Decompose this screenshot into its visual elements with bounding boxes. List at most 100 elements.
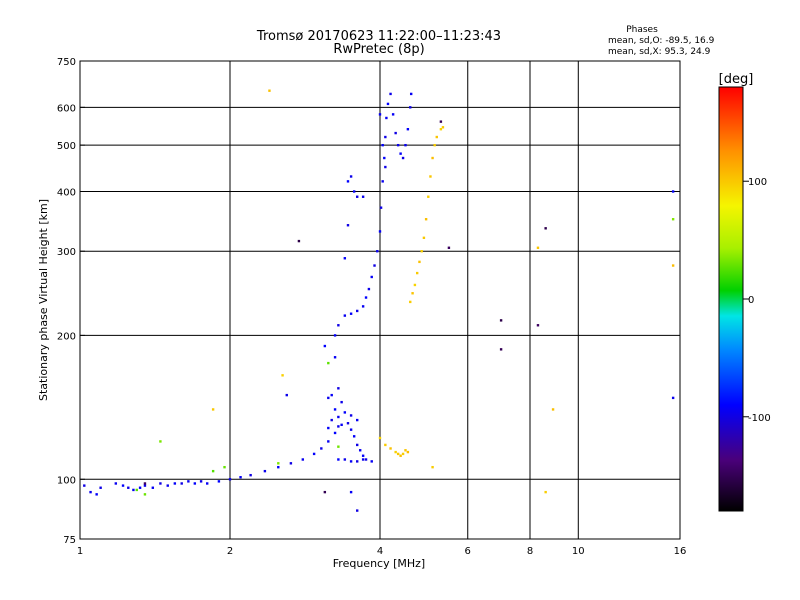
echo-point xyxy=(433,143,436,147)
echo-point xyxy=(439,120,443,123)
echo-point xyxy=(544,227,547,230)
echo-point xyxy=(406,450,410,454)
echo-point xyxy=(343,257,347,260)
x-tick-label: 4 xyxy=(377,546,383,557)
echo-point xyxy=(370,275,373,279)
echo-point xyxy=(671,396,675,400)
echo-point xyxy=(671,190,675,193)
echo-point xyxy=(199,480,203,483)
echo-point xyxy=(340,423,343,427)
echo-point xyxy=(217,480,221,483)
y-tick-label: 100 xyxy=(57,475,76,486)
echo-point xyxy=(349,460,353,463)
echo-point xyxy=(297,239,301,243)
echo-point xyxy=(373,264,376,267)
y-tick-label: 600 xyxy=(57,103,76,114)
echo-point xyxy=(333,356,337,359)
echo-point xyxy=(536,246,540,249)
echo-point xyxy=(337,324,340,327)
stats-o-mode: mean, sd,O: -89.5, 16.9 xyxy=(608,36,715,46)
echo-point xyxy=(277,465,280,469)
x-tick-label: 10 xyxy=(572,546,585,557)
echo-point xyxy=(205,482,209,485)
echo-point xyxy=(132,488,135,492)
echo-point xyxy=(346,180,350,183)
echo-point xyxy=(361,195,365,198)
colorbar xyxy=(718,86,744,512)
colorbar-ticks: 100 0 -100 xyxy=(743,177,771,424)
echo-point xyxy=(671,264,675,267)
echo-point xyxy=(409,300,412,304)
echo-point xyxy=(337,445,340,448)
echo-point xyxy=(323,344,327,348)
echo-point xyxy=(399,454,402,457)
echo-point xyxy=(285,393,288,397)
echo-point xyxy=(268,89,271,92)
echo-point xyxy=(263,469,267,473)
echo-point xyxy=(439,127,443,131)
echo-point xyxy=(551,408,555,411)
echo-point xyxy=(95,493,98,496)
echo-point xyxy=(228,478,232,481)
echo-point xyxy=(404,449,407,452)
echo-point xyxy=(301,458,305,461)
colorbar-tick-label: -100 xyxy=(748,413,771,424)
echo-point xyxy=(378,436,382,440)
echo-point xyxy=(544,490,547,494)
x-tick-label: 2 xyxy=(227,546,233,557)
echo-point xyxy=(441,126,445,129)
echo-point xyxy=(349,428,353,431)
echo-point xyxy=(333,431,337,435)
echo-point xyxy=(121,484,125,487)
x-tick-label: 6 xyxy=(465,546,471,557)
echo-point xyxy=(143,482,147,485)
echo-point xyxy=(361,305,365,308)
echo-point xyxy=(89,490,92,494)
echo-point xyxy=(361,454,365,457)
echo-point xyxy=(396,143,400,147)
echo-point xyxy=(249,473,252,477)
echo-point xyxy=(346,422,350,425)
y-tick-label: 750 xyxy=(57,57,76,68)
colorbar-label: [deg] xyxy=(719,72,754,87)
echo-point xyxy=(499,319,503,322)
echo-point xyxy=(422,236,426,240)
echo-point xyxy=(337,387,340,390)
echo-point xyxy=(384,165,387,169)
echo-point xyxy=(355,195,359,198)
chart-title-line1: Tromsø 20170623 11:22:00–11:23:43 xyxy=(256,29,501,44)
echo-point xyxy=(499,348,503,351)
echo-point xyxy=(396,452,400,456)
echo-point xyxy=(114,482,118,485)
echo-point xyxy=(406,127,410,131)
echo-point xyxy=(223,465,226,469)
echo-point xyxy=(323,490,327,494)
x-axis: 1 2 4 6 8 10 16 xyxy=(77,546,687,557)
echo-point xyxy=(378,230,382,233)
echo-point xyxy=(370,460,373,463)
echo-point xyxy=(379,206,383,209)
x-axis-label: Frequency [MHz] xyxy=(333,557,425,570)
chart-title-line2: RwPretec (8p) xyxy=(333,42,424,57)
echo-point xyxy=(327,426,330,430)
echo-point xyxy=(413,283,417,287)
echo-point xyxy=(239,476,242,479)
echo-point xyxy=(143,493,147,496)
echo-point xyxy=(427,195,430,198)
echo-point xyxy=(355,460,359,463)
echo-point xyxy=(394,450,397,454)
echo-point xyxy=(389,92,392,96)
echo-point xyxy=(435,135,438,139)
echo-point xyxy=(151,486,155,489)
echo-point xyxy=(343,314,347,317)
echo-point xyxy=(330,393,333,397)
echo-point xyxy=(429,175,432,178)
echo-point xyxy=(385,116,388,120)
echo-point xyxy=(536,324,540,327)
y-tick-label: 75 xyxy=(63,535,76,546)
echo-point xyxy=(327,361,330,365)
echo-point xyxy=(431,156,434,160)
echo-point xyxy=(337,458,340,461)
y-axis-label: Stationary phase Virtual Height [km] xyxy=(37,199,50,401)
